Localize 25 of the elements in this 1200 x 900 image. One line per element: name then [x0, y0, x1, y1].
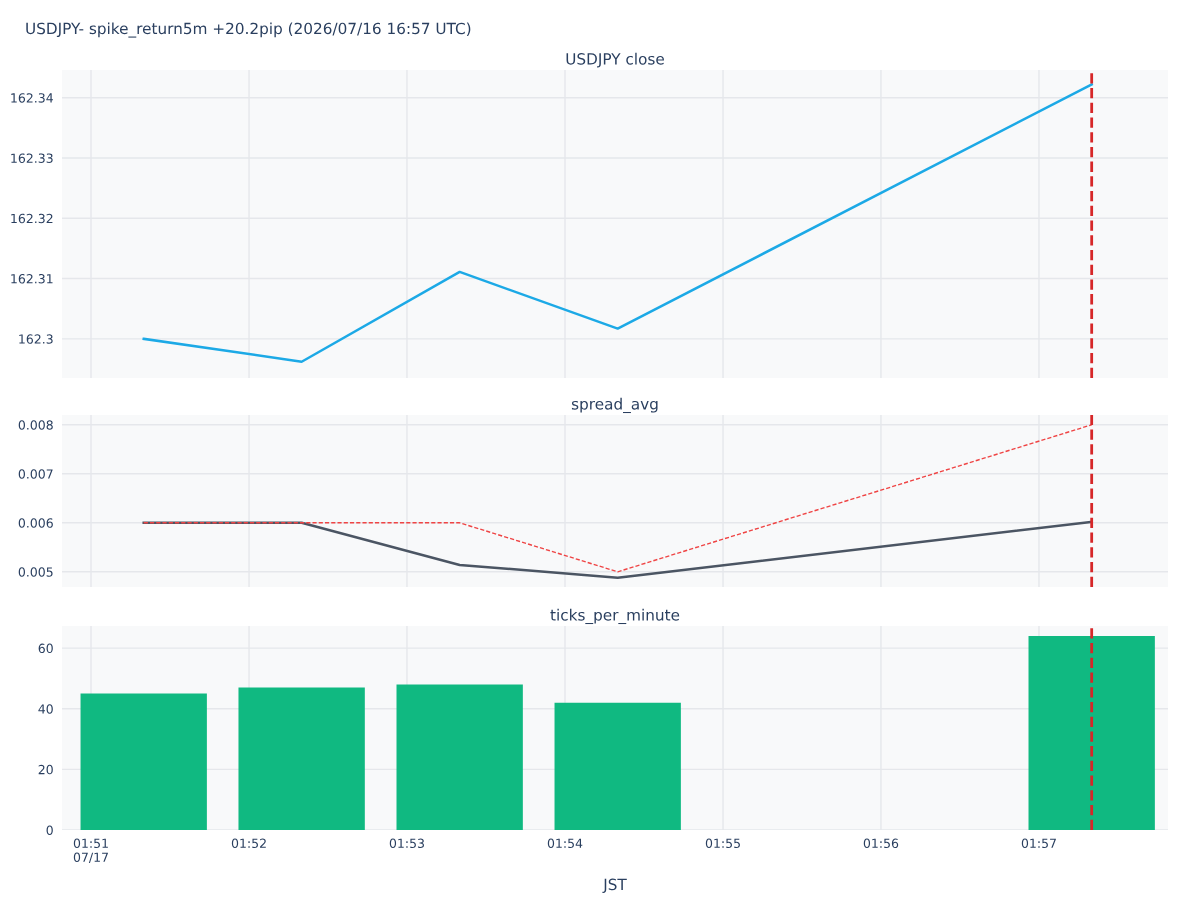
chart-title: ticks_per_minute: [550, 608, 680, 625]
x-tick-label: 01:51 07/17: [73, 838, 108, 863]
y-tick-label: 0: [46, 825, 53, 835]
y-tick-label: 0.006: [18, 518, 53, 528]
y-tick-label: 0.007: [18, 469, 53, 479]
x-tick-label: 01:53: [389, 838, 424, 849]
y-tick-label: 0.005: [18, 567, 53, 577]
y-tick-label: 162.3: [19, 334, 53, 344]
x-tick-label: 01:57: [1021, 838, 1056, 849]
y-tick-label: 0.008: [18, 420, 53, 430]
x-tick-label: 01:55: [705, 838, 740, 849]
y-tick-label: 60: [38, 643, 53, 654]
x-tick-label: 01:56: [863, 838, 899, 849]
chart-title: spread_avg: [571, 397, 658, 414]
chart-title: USDJPY- spike_return5m +20.2pip (2026/07/16 16:57 UTC): [26, 22, 471, 38]
x-tick-label: 01:54: [547, 838, 583, 849]
x-axis-title: JST: [602, 878, 627, 893]
chart-subtitle: USDJPY close: [566, 52, 664, 68]
y-tick-label: 40: [38, 704, 53, 714]
y-tick-label: 162.31: [11, 274, 53, 284]
y-tick-label: 162.32: [11, 213, 53, 224]
y-tick-label: 20: [38, 764, 53, 775]
x-tick-label: 01:52: [231, 838, 266, 849]
y-tick-label: 162.34: [11, 93, 53, 103]
y-tick-label: 162.33: [11, 153, 53, 163]
